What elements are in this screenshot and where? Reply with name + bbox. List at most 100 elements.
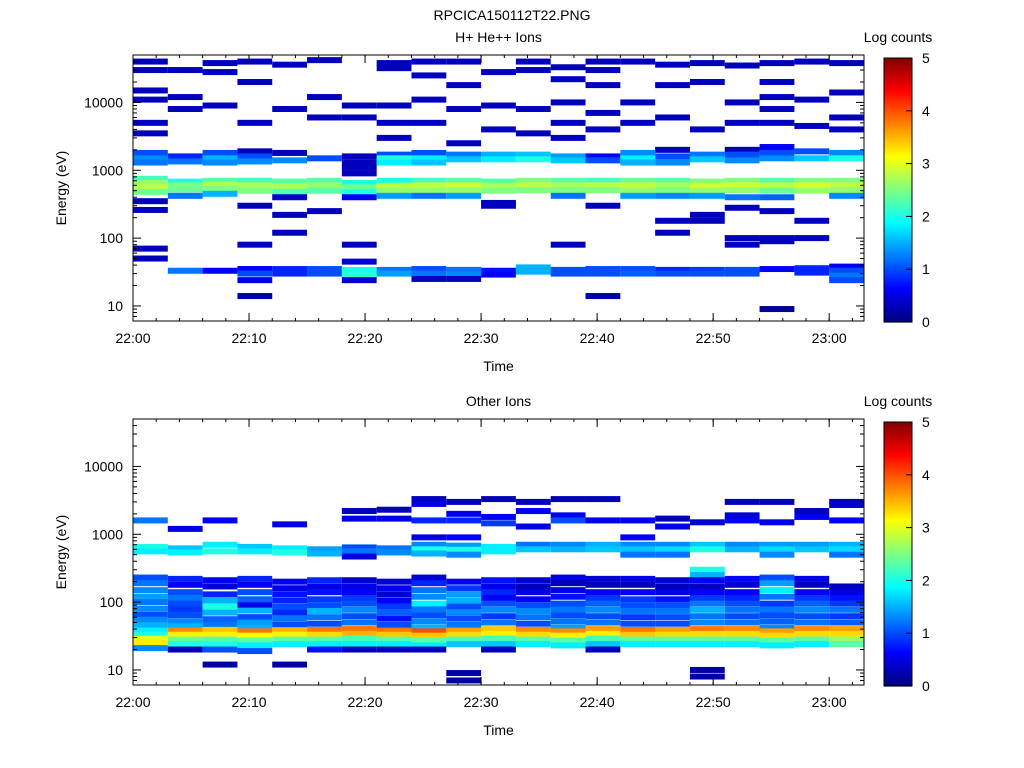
heatmap-cell: [585, 626, 621, 633]
x-axis-label: Time: [483, 722, 514, 738]
heatmap-cell: [133, 96, 168, 103]
heatmap-cell: [272, 270, 308, 277]
colorbar-step: [884, 624, 912, 627]
colorbar-step: [884, 276, 912, 280]
colorbar-step: [884, 436, 912, 440]
y-tick-label: 10: [107, 662, 123, 678]
heatmap-cell: [167, 94, 203, 101]
heatmap-cell: [481, 641, 516, 648]
heatmap-cell: [759, 182, 795, 189]
heatmap-cell: [585, 82, 621, 89]
heatmap-cell: [620, 192, 656, 199]
colorbar-step: [884, 227, 912, 230]
colorbar-step: [884, 101, 912, 104]
colorbar-step: [884, 115, 912, 119]
heatmap-cell: [829, 541, 864, 548]
heatmap-cell: [202, 190, 238, 197]
heatmap-cell: [655, 620, 690, 627]
heatmap-cell: [550, 177, 586, 184]
colorbar-step: [884, 146, 912, 150]
colorbar-step: [884, 58, 912, 61]
heatmap-cell: [376, 627, 412, 634]
heatmap-cell: [689, 178, 725, 185]
heatmap-cell: [620, 58, 656, 65]
colorbar-step: [884, 64, 912, 67]
heatmap-cell: [620, 177, 656, 184]
colorbar-step: [884, 231, 912, 234]
colorbar-step: [884, 111, 912, 115]
heatmap-cell: [515, 268, 551, 275]
heatmap-cell: [689, 666, 725, 673]
heatmap-cell: [550, 134, 586, 141]
heatmap-cell: [689, 541, 725, 548]
heatmap-cell: [655, 229, 690, 236]
heatmap-cell: [585, 182, 621, 189]
heatmap-cell: [655, 515, 690, 522]
heatmap-cell: [689, 60, 725, 67]
colorbar-step: [884, 241, 912, 245]
colorbar-step: [884, 638, 912, 642]
colorbar-step: [884, 187, 912, 191]
heatmap-cell: [446, 670, 482, 677]
heatmap-cell: [411, 600, 447, 607]
heatmap-cell: [237, 619, 273, 626]
heatmap-cell: [202, 159, 238, 166]
colorbar-step: [884, 434, 912, 438]
heatmap-cell: [585, 581, 621, 588]
heatmap-cell: [133, 188, 168, 195]
colorbar-step: [884, 617, 912, 621]
colorbar-step: [884, 457, 912, 460]
colorbar-step: [884, 319, 912, 323]
heatmap-cell: [202, 69, 238, 76]
heatmap-cell: [307, 114, 342, 121]
colorbar-step: [884, 535, 912, 539]
heatmap-cell: [133, 517, 168, 524]
heatmap-cell: [724, 600, 760, 607]
heatmap-cell: [307, 182, 342, 189]
heatmap-cell: [620, 149, 656, 156]
colorbar-step: [884, 212, 912, 216]
colorbar-step: [884, 516, 912, 520]
heatmap-cell: [655, 541, 690, 548]
heatmap-cell: [237, 543, 273, 550]
colorbar-step: [884, 450, 912, 454]
heatmap-cell: [411, 646, 447, 653]
heatmap-cell: [133, 543, 168, 550]
colorbar-step: [884, 566, 912, 570]
colorbar-step: [884, 661, 912, 664]
colorbar-step: [884, 190, 912, 193]
heatmap-cell: [167, 627, 203, 634]
heatmap-cell: [376, 187, 412, 194]
colorbar-step: [884, 82, 912, 86]
colorbar-step: [884, 216, 912, 220]
heatmap-cell: [272, 188, 308, 195]
colorbar-step: [884, 438, 912, 442]
colorbar-step: [884, 663, 912, 666]
heatmap-cell: [481, 126, 516, 133]
heatmap-cell: [829, 263, 864, 270]
heatmap-cell: [829, 613, 864, 620]
heatmap-cell: [307, 57, 342, 64]
colorbar-step: [884, 136, 912, 140]
heatmap-cell: [272, 578, 308, 585]
colorbar-step: [884, 256, 912, 259]
heatmap-cell: [655, 602, 690, 609]
heatmap-cell: [446, 140, 482, 147]
colorbar-step: [884, 233, 912, 236]
heatmap-cell: [341, 277, 377, 284]
colorbar-step: [884, 601, 912, 605]
heatmap-cell: [133, 548, 168, 555]
heatmap-cell: [515, 626, 551, 633]
colorbar-step: [884, 675, 912, 679]
colorbar-step: [884, 465, 912, 468]
heatmap-cell: [515, 182, 551, 189]
colorbar-step: [884, 270, 912, 274]
heatmap-cell: [655, 626, 690, 633]
heatmap-cell: [446, 82, 482, 89]
colorbar-frame: [883, 421, 913, 687]
heatmap-cell: [133, 206, 168, 213]
colorbar-step: [884, 636, 912, 640]
heatmap-cell: [446, 275, 482, 282]
heatmap-cell: [237, 148, 273, 155]
colorbar-step: [884, 562, 912, 565]
